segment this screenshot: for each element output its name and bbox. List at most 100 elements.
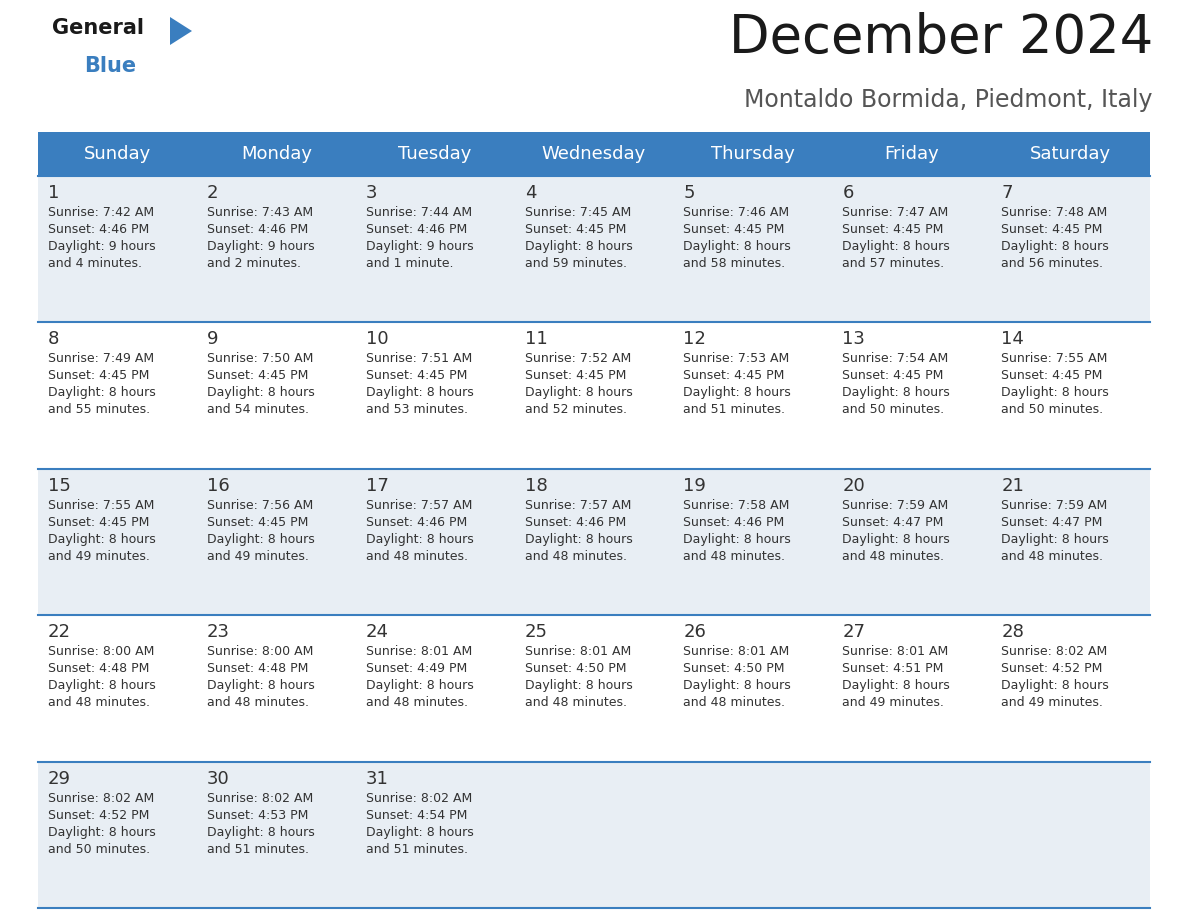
Text: Sunset: 4:50 PM: Sunset: 4:50 PM: [525, 662, 626, 676]
Text: 17: 17: [366, 476, 388, 495]
Text: Tuesday: Tuesday: [398, 145, 472, 163]
Bar: [38, 132, 1150, 176]
Text: and 51 minutes.: and 51 minutes.: [683, 403, 785, 417]
Text: Sunrise: 8:02 AM: Sunrise: 8:02 AM: [207, 791, 314, 804]
Text: Sunset: 4:52 PM: Sunset: 4:52 PM: [1001, 662, 1102, 676]
Text: and 48 minutes.: and 48 minutes.: [366, 550, 468, 563]
Text: and 49 minutes.: and 49 minutes.: [1001, 696, 1102, 710]
Text: and 53 minutes.: and 53 minutes.: [366, 403, 468, 417]
Text: 10: 10: [366, 330, 388, 349]
Text: Daylight: 8 hours: Daylight: 8 hours: [683, 679, 791, 692]
Text: Sunrise: 7:58 AM: Sunrise: 7:58 AM: [683, 498, 790, 512]
Text: 7: 7: [1001, 184, 1012, 202]
Text: Sunrise: 7:50 AM: Sunrise: 7:50 AM: [207, 353, 314, 365]
Text: Sunrise: 7:42 AM: Sunrise: 7:42 AM: [48, 206, 154, 219]
Text: Sunset: 4:45 PM: Sunset: 4:45 PM: [48, 369, 150, 383]
Text: Sunset: 4:47 PM: Sunset: 4:47 PM: [842, 516, 943, 529]
Text: Montaldo Bormida, Piedmont, Italy: Montaldo Bormida, Piedmont, Italy: [745, 88, 1154, 112]
Text: Sunrise: 7:44 AM: Sunrise: 7:44 AM: [366, 206, 472, 219]
Text: Daylight: 8 hours: Daylight: 8 hours: [48, 532, 156, 546]
Text: Sunrise: 8:02 AM: Sunrise: 8:02 AM: [1001, 645, 1107, 658]
Text: Sunday: Sunday: [84, 145, 151, 163]
Text: 19: 19: [683, 476, 707, 495]
Text: Sunset: 4:45 PM: Sunset: 4:45 PM: [48, 516, 150, 529]
Text: Sunset: 4:45 PM: Sunset: 4:45 PM: [525, 223, 626, 236]
Text: Sunset: 4:45 PM: Sunset: 4:45 PM: [842, 223, 943, 236]
Text: 20: 20: [842, 476, 865, 495]
Text: Daylight: 8 hours: Daylight: 8 hours: [207, 825, 315, 839]
Text: 27: 27: [842, 623, 865, 641]
Text: Sunset: 4:46 PM: Sunset: 4:46 PM: [207, 223, 308, 236]
Text: 14: 14: [1001, 330, 1024, 349]
Text: 13: 13: [842, 330, 865, 349]
Text: Sunset: 4:47 PM: Sunset: 4:47 PM: [1001, 516, 1102, 529]
Text: 16: 16: [207, 476, 229, 495]
Text: Sunrise: 7:46 AM: Sunrise: 7:46 AM: [683, 206, 790, 219]
Text: 4: 4: [525, 184, 536, 202]
Text: Sunset: 4:45 PM: Sunset: 4:45 PM: [207, 369, 308, 383]
Text: Sunset: 4:46 PM: Sunset: 4:46 PM: [525, 516, 626, 529]
Text: Sunset: 4:45 PM: Sunset: 4:45 PM: [1001, 223, 1102, 236]
Text: Daylight: 8 hours: Daylight: 8 hours: [525, 386, 632, 399]
Text: Blue: Blue: [84, 56, 137, 76]
Text: Daylight: 8 hours: Daylight: 8 hours: [366, 532, 474, 546]
Text: Sunrise: 7:56 AM: Sunrise: 7:56 AM: [207, 498, 314, 512]
Text: Daylight: 8 hours: Daylight: 8 hours: [683, 386, 791, 399]
Text: 12: 12: [683, 330, 707, 349]
Text: Sunset: 4:54 PM: Sunset: 4:54 PM: [366, 809, 467, 822]
Text: and 54 minutes.: and 54 minutes.: [207, 403, 309, 417]
Text: Sunset: 4:45 PM: Sunset: 4:45 PM: [1001, 369, 1102, 383]
Text: and 48 minutes.: and 48 minutes.: [525, 696, 626, 710]
Text: 31: 31: [366, 769, 388, 788]
Text: Sunset: 4:45 PM: Sunset: 4:45 PM: [683, 223, 785, 236]
Text: Sunset: 4:45 PM: Sunset: 4:45 PM: [842, 369, 943, 383]
Text: Daylight: 8 hours: Daylight: 8 hours: [683, 240, 791, 253]
Bar: [38, 762, 1150, 908]
Text: Daylight: 8 hours: Daylight: 8 hours: [366, 825, 474, 839]
Text: and 56 minutes.: and 56 minutes.: [1001, 257, 1104, 270]
Text: Sunrise: 7:49 AM: Sunrise: 7:49 AM: [48, 353, 154, 365]
Text: Sunset: 4:46 PM: Sunset: 4:46 PM: [366, 516, 467, 529]
Text: Daylight: 8 hours: Daylight: 8 hours: [207, 386, 315, 399]
Text: Daylight: 9 hours: Daylight: 9 hours: [366, 240, 473, 253]
Text: and 49 minutes.: and 49 minutes.: [842, 696, 944, 710]
Text: Sunrise: 7:43 AM: Sunrise: 7:43 AM: [207, 206, 312, 219]
Text: 28: 28: [1001, 623, 1024, 641]
Text: Sunrise: 7:53 AM: Sunrise: 7:53 AM: [683, 353, 790, 365]
Text: Sunrise: 7:57 AM: Sunrise: 7:57 AM: [525, 498, 631, 512]
Text: Sunrise: 8:02 AM: Sunrise: 8:02 AM: [366, 791, 472, 804]
Text: 1: 1: [48, 184, 59, 202]
Text: December 2024: December 2024: [728, 12, 1154, 64]
Text: Saturday: Saturday: [1030, 145, 1111, 163]
Text: Sunset: 4:45 PM: Sunset: 4:45 PM: [366, 369, 467, 383]
Text: Daylight: 8 hours: Daylight: 8 hours: [842, 532, 950, 546]
Text: Daylight: 8 hours: Daylight: 8 hours: [525, 240, 632, 253]
Text: Sunset: 4:51 PM: Sunset: 4:51 PM: [842, 662, 943, 676]
Text: 22: 22: [48, 623, 71, 641]
Text: and 57 minutes.: and 57 minutes.: [842, 257, 944, 270]
Text: Sunset: 4:45 PM: Sunset: 4:45 PM: [207, 516, 308, 529]
Text: 26: 26: [683, 623, 707, 641]
Text: Daylight: 8 hours: Daylight: 8 hours: [366, 386, 474, 399]
Text: Sunrise: 8:01 AM: Sunrise: 8:01 AM: [842, 645, 948, 658]
Text: and 55 minutes.: and 55 minutes.: [48, 403, 150, 417]
Text: Sunrise: 8:01 AM: Sunrise: 8:01 AM: [683, 645, 790, 658]
Text: and 52 minutes.: and 52 minutes.: [525, 403, 626, 417]
Text: 9: 9: [207, 330, 219, 349]
Text: Sunset: 4:46 PM: Sunset: 4:46 PM: [683, 516, 785, 529]
Text: Sunrise: 7:55 AM: Sunrise: 7:55 AM: [48, 498, 154, 512]
Text: Daylight: 8 hours: Daylight: 8 hours: [842, 240, 950, 253]
Text: and 1 minute.: and 1 minute.: [366, 257, 453, 270]
Text: and 4 minutes.: and 4 minutes.: [48, 257, 143, 270]
Text: and 48 minutes.: and 48 minutes.: [842, 550, 944, 563]
Text: Sunrise: 7:54 AM: Sunrise: 7:54 AM: [842, 353, 948, 365]
Text: Sunset: 4:45 PM: Sunset: 4:45 PM: [525, 369, 626, 383]
Text: and 59 minutes.: and 59 minutes.: [525, 257, 626, 270]
Text: Sunset: 4:49 PM: Sunset: 4:49 PM: [366, 662, 467, 676]
Text: Sunrise: 7:55 AM: Sunrise: 7:55 AM: [1001, 353, 1107, 365]
Text: Sunrise: 7:52 AM: Sunrise: 7:52 AM: [525, 353, 631, 365]
Text: and 48 minutes.: and 48 minutes.: [525, 550, 626, 563]
Text: Sunrise: 8:01 AM: Sunrise: 8:01 AM: [525, 645, 631, 658]
Text: Sunrise: 7:51 AM: Sunrise: 7:51 AM: [366, 353, 472, 365]
Text: Sunset: 4:46 PM: Sunset: 4:46 PM: [366, 223, 467, 236]
